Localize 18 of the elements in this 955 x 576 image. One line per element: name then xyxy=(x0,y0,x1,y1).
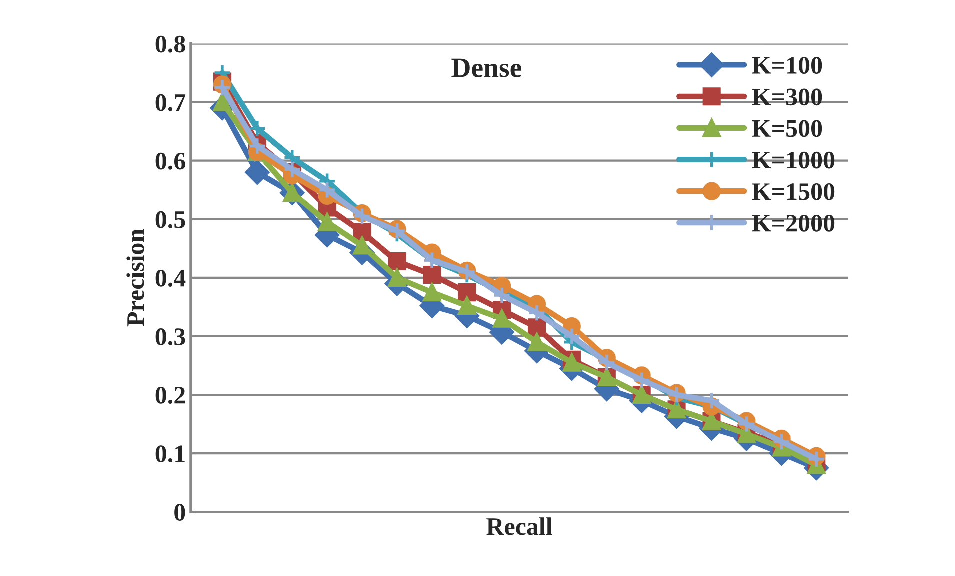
y-tick-label: 0.4 xyxy=(156,270,186,287)
legend-label: K=100 xyxy=(752,57,822,74)
y-tick-label: 0.7 xyxy=(156,94,186,112)
chart-title: Dense xyxy=(452,58,522,78)
y-axis-title: Precision xyxy=(126,229,144,327)
legend-label: K=500 xyxy=(752,120,822,138)
legend-label: K=1500 xyxy=(752,183,835,200)
y-tick-label: 0.8 xyxy=(156,36,186,53)
legend-label: K=2000 xyxy=(752,215,835,232)
y-tick-label: 0 xyxy=(174,504,186,521)
legend-label: K=300 xyxy=(752,88,822,106)
legend-label: K=1000 xyxy=(752,152,835,169)
x-axis-title: Recall xyxy=(486,518,552,536)
y-tick-label: 0.5 xyxy=(156,211,186,228)
y-tick-label: 0.2 xyxy=(156,387,186,404)
y-tick-label: 0.6 xyxy=(156,152,186,170)
y-tick-label: 0.3 xyxy=(156,328,186,346)
y-tick-label: 0.1 xyxy=(156,446,185,463)
